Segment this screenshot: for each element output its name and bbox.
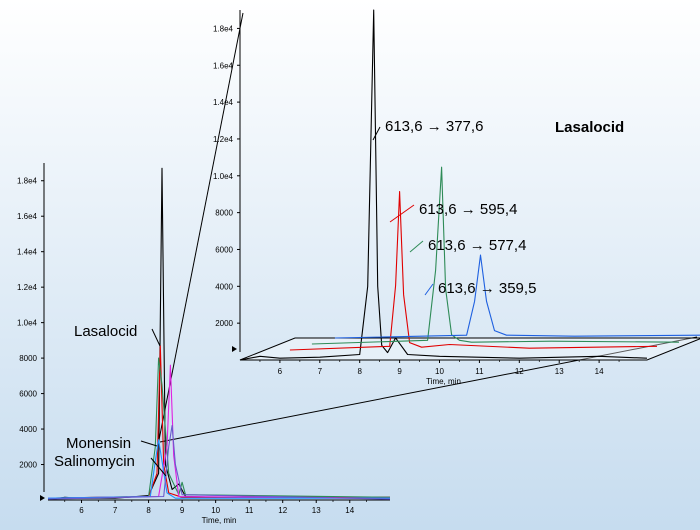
x-tick-label: 6 bbox=[278, 367, 283, 376]
x-tick-label: 12 bbox=[278, 506, 287, 515]
y-tick-label: 1.2e4 bbox=[17, 283, 38, 292]
x-tick-label: 9 bbox=[397, 367, 402, 376]
zoom-connector-line bbox=[159, 336, 698, 443]
chart-panel-overview: 2000 4000 6000 8000 1.0e4 1.2e4 1.4e4 1.6e4 1.8e… bbox=[17, 163, 391, 525]
y-tick-label: 4000 bbox=[19, 425, 37, 434]
x-axis-label: Time, min bbox=[202, 516, 237, 525]
y-tick-label: 1.8e4 bbox=[17, 177, 38, 186]
series-line bbox=[289, 191, 658, 351]
x-tick-label: 14 bbox=[595, 367, 604, 376]
x-axis-label: Time, min bbox=[426, 377, 461, 386]
compound-label-leader bbox=[140, 440, 158, 447]
compound-label: Salinomycin bbox=[54, 453, 135, 470]
x-tick-label: 10 bbox=[435, 367, 444, 376]
series-label-leader bbox=[424, 283, 434, 296]
y-tick-label: 1.0e4 bbox=[17, 319, 38, 328]
y-tick-label: 1.8e4 bbox=[213, 24, 234, 33]
series-label: 613,6 → 577,4 bbox=[428, 237, 526, 254]
zoom-connector-line bbox=[157, 12, 244, 446]
y-tick-label: 8000 bbox=[19, 354, 37, 363]
x-tick-label: 8 bbox=[146, 506, 151, 515]
series-line bbox=[47, 345, 390, 499]
x-tick-label: 6 bbox=[79, 506, 84, 515]
series-label: 613,6 → 595,4 bbox=[419, 201, 517, 218]
y-tick-label: 1.6e4 bbox=[17, 212, 38, 221]
chart-panel-inset: 2000 4000 6000 8000 1.0e4 1.2e4 1.4e4 1.6e4 1.8e… bbox=[213, 9, 700, 386]
y-tick-label: 6000 bbox=[215, 245, 233, 254]
y-tick-label: 4000 bbox=[215, 282, 233, 291]
x-tick-label: 11 bbox=[245, 506, 254, 515]
compound-label-leader bbox=[150, 457, 167, 477]
y-tick-label: 1.4e4 bbox=[213, 98, 234, 107]
compound-label: Monensin bbox=[66, 435, 131, 452]
x-tick-label: 10 bbox=[211, 506, 220, 515]
series-label-leader bbox=[389, 204, 415, 223]
y-tick-label: 1.6e4 bbox=[213, 61, 234, 70]
x-tick-label: 13 bbox=[312, 506, 321, 515]
series-line bbox=[311, 166, 680, 345]
y-tick-label: 2000 bbox=[19, 461, 37, 470]
x-tick-label: 8 bbox=[357, 367, 362, 376]
y-tick-label: 1.2e4 bbox=[213, 135, 234, 144]
y-tick-label: 8000 bbox=[215, 209, 233, 218]
y-tick-label: 1.4e4 bbox=[17, 248, 38, 257]
compound-label: Lasalocid bbox=[74, 323, 137, 340]
series-line bbox=[47, 364, 391, 499]
x-tick-label: 13 bbox=[555, 367, 564, 376]
x-tick-label: 12 bbox=[515, 367, 524, 376]
series-line bbox=[239, 9, 648, 361]
axis-marker-icon bbox=[40, 495, 45, 501]
y-tick-label: 1.0e4 bbox=[213, 172, 234, 181]
compound-label-leader bbox=[151, 328, 161, 347]
series-label-leader bbox=[372, 126, 381, 141]
series-line bbox=[47, 424, 391, 500]
series-label: 613,6 → 377,6 bbox=[385, 118, 483, 135]
series-label: 613,6 → 359,5 bbox=[438, 280, 536, 297]
chart-title: Lasalocid bbox=[555, 119, 624, 136]
x-tick-label: 7 bbox=[113, 506, 118, 515]
y-tick-label: 2000 bbox=[215, 319, 233, 328]
x-tick-label: 9 bbox=[180, 506, 185, 515]
series-label-leader bbox=[409, 240, 424, 253]
x-tick-label: 7 bbox=[318, 367, 323, 376]
series-line bbox=[47, 439, 390, 499]
x-tick-label: 11 bbox=[475, 367, 484, 376]
axis-marker-icon bbox=[232, 346, 237, 352]
y-tick-label: 6000 bbox=[19, 390, 37, 399]
series-line bbox=[47, 357, 391, 499]
x-tick-label: 14 bbox=[345, 506, 354, 515]
series-line bbox=[334, 254, 700, 339]
